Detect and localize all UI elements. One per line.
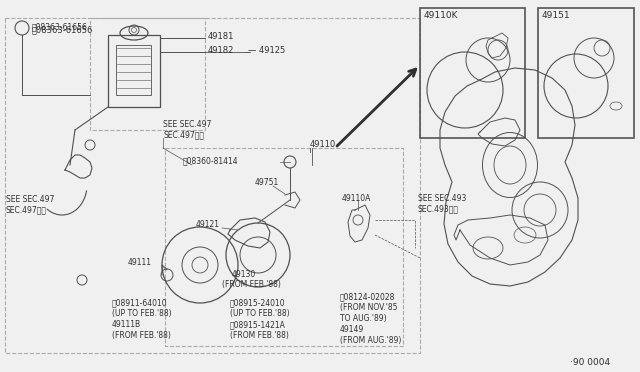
Text: 49111B: 49111B [112,320,141,329]
Text: ·90 0004: ·90 0004 [570,358,610,367]
Text: 49149: 49149 [340,325,364,334]
Text: (FROM FEB.'88): (FROM FEB.'88) [112,331,171,340]
Text: (FROM FEB.'88): (FROM FEB.'88) [222,280,281,289]
Bar [116,45,151,95]
Text: Ⓢ08363-61656: Ⓢ08363-61656 [32,25,93,34]
Text: (FROM NOV.'85: (FROM NOV.'85 [340,303,397,312]
Text: 49130: 49130 [232,270,256,279]
Bar [5,18,420,353]
Text: SEE SEC.493: SEE SEC.493 [418,194,467,203]
Text: SEE SEC.497: SEE SEC.497 [163,120,211,129]
Text: ⓝ08911-64010: ⓝ08911-64010 [112,298,168,307]
Text: (FROM FEB.'88): (FROM FEB.'88) [230,331,289,340]
Text: (FROM AUG.'89): (FROM AUG.'89) [340,336,401,345]
Text: SEC.493参照: SEC.493参照 [418,204,459,213]
Text: — 49125: — 49125 [248,46,285,55]
Text: TO AUG.'89): TO AUG.'89) [340,314,387,323]
Text: SEC.497参照: SEC.497参照 [163,130,204,139]
Text: 49110: 49110 [310,140,336,149]
Text: 49111: 49111 [128,258,152,267]
Bar [420,8,525,138]
Text: ⓜ08915-1421A: ⓜ08915-1421A [230,320,286,329]
Text: 49751: 49751 [255,178,279,187]
Text: SEE SEC.497: SEE SEC.497 [6,195,54,204]
Bar [165,148,403,346]
Text: (UP TO FEB.'88): (UP TO FEB.'88) [112,309,172,318]
Text: 49110A: 49110A [342,194,371,203]
Bar [538,8,634,138]
Text: Ⓒ08124-02028: Ⓒ08124-02028 [340,292,396,301]
Text: 49182: 49182 [208,46,234,55]
Text: 49121: 49121 [196,220,220,229]
Text: ⓜ08915-24010: ⓜ08915-24010 [230,298,285,307]
Text: 49181: 49181 [208,32,234,41]
Text: 49151: 49151 [542,11,571,20]
Text: SEC.497参照: SEC.497参照 [6,205,47,214]
Text: 49110K: 49110K [424,11,458,20]
Text: (UP TO FEB.'88): (UP TO FEB.'88) [230,309,290,318]
Text: Ⓢ08360-81414: Ⓢ08360-81414 [183,156,239,165]
Bar [90,18,205,130]
Bar [108,35,160,107]
Text: Ⓢ08363-61656: Ⓢ08363-61656 [32,22,88,31]
